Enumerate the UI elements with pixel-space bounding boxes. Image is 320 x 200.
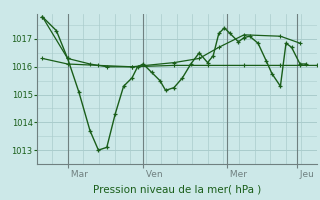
- X-axis label: Pression niveau de la mer( hPa ): Pression niveau de la mer( hPa ): [93, 184, 261, 194]
